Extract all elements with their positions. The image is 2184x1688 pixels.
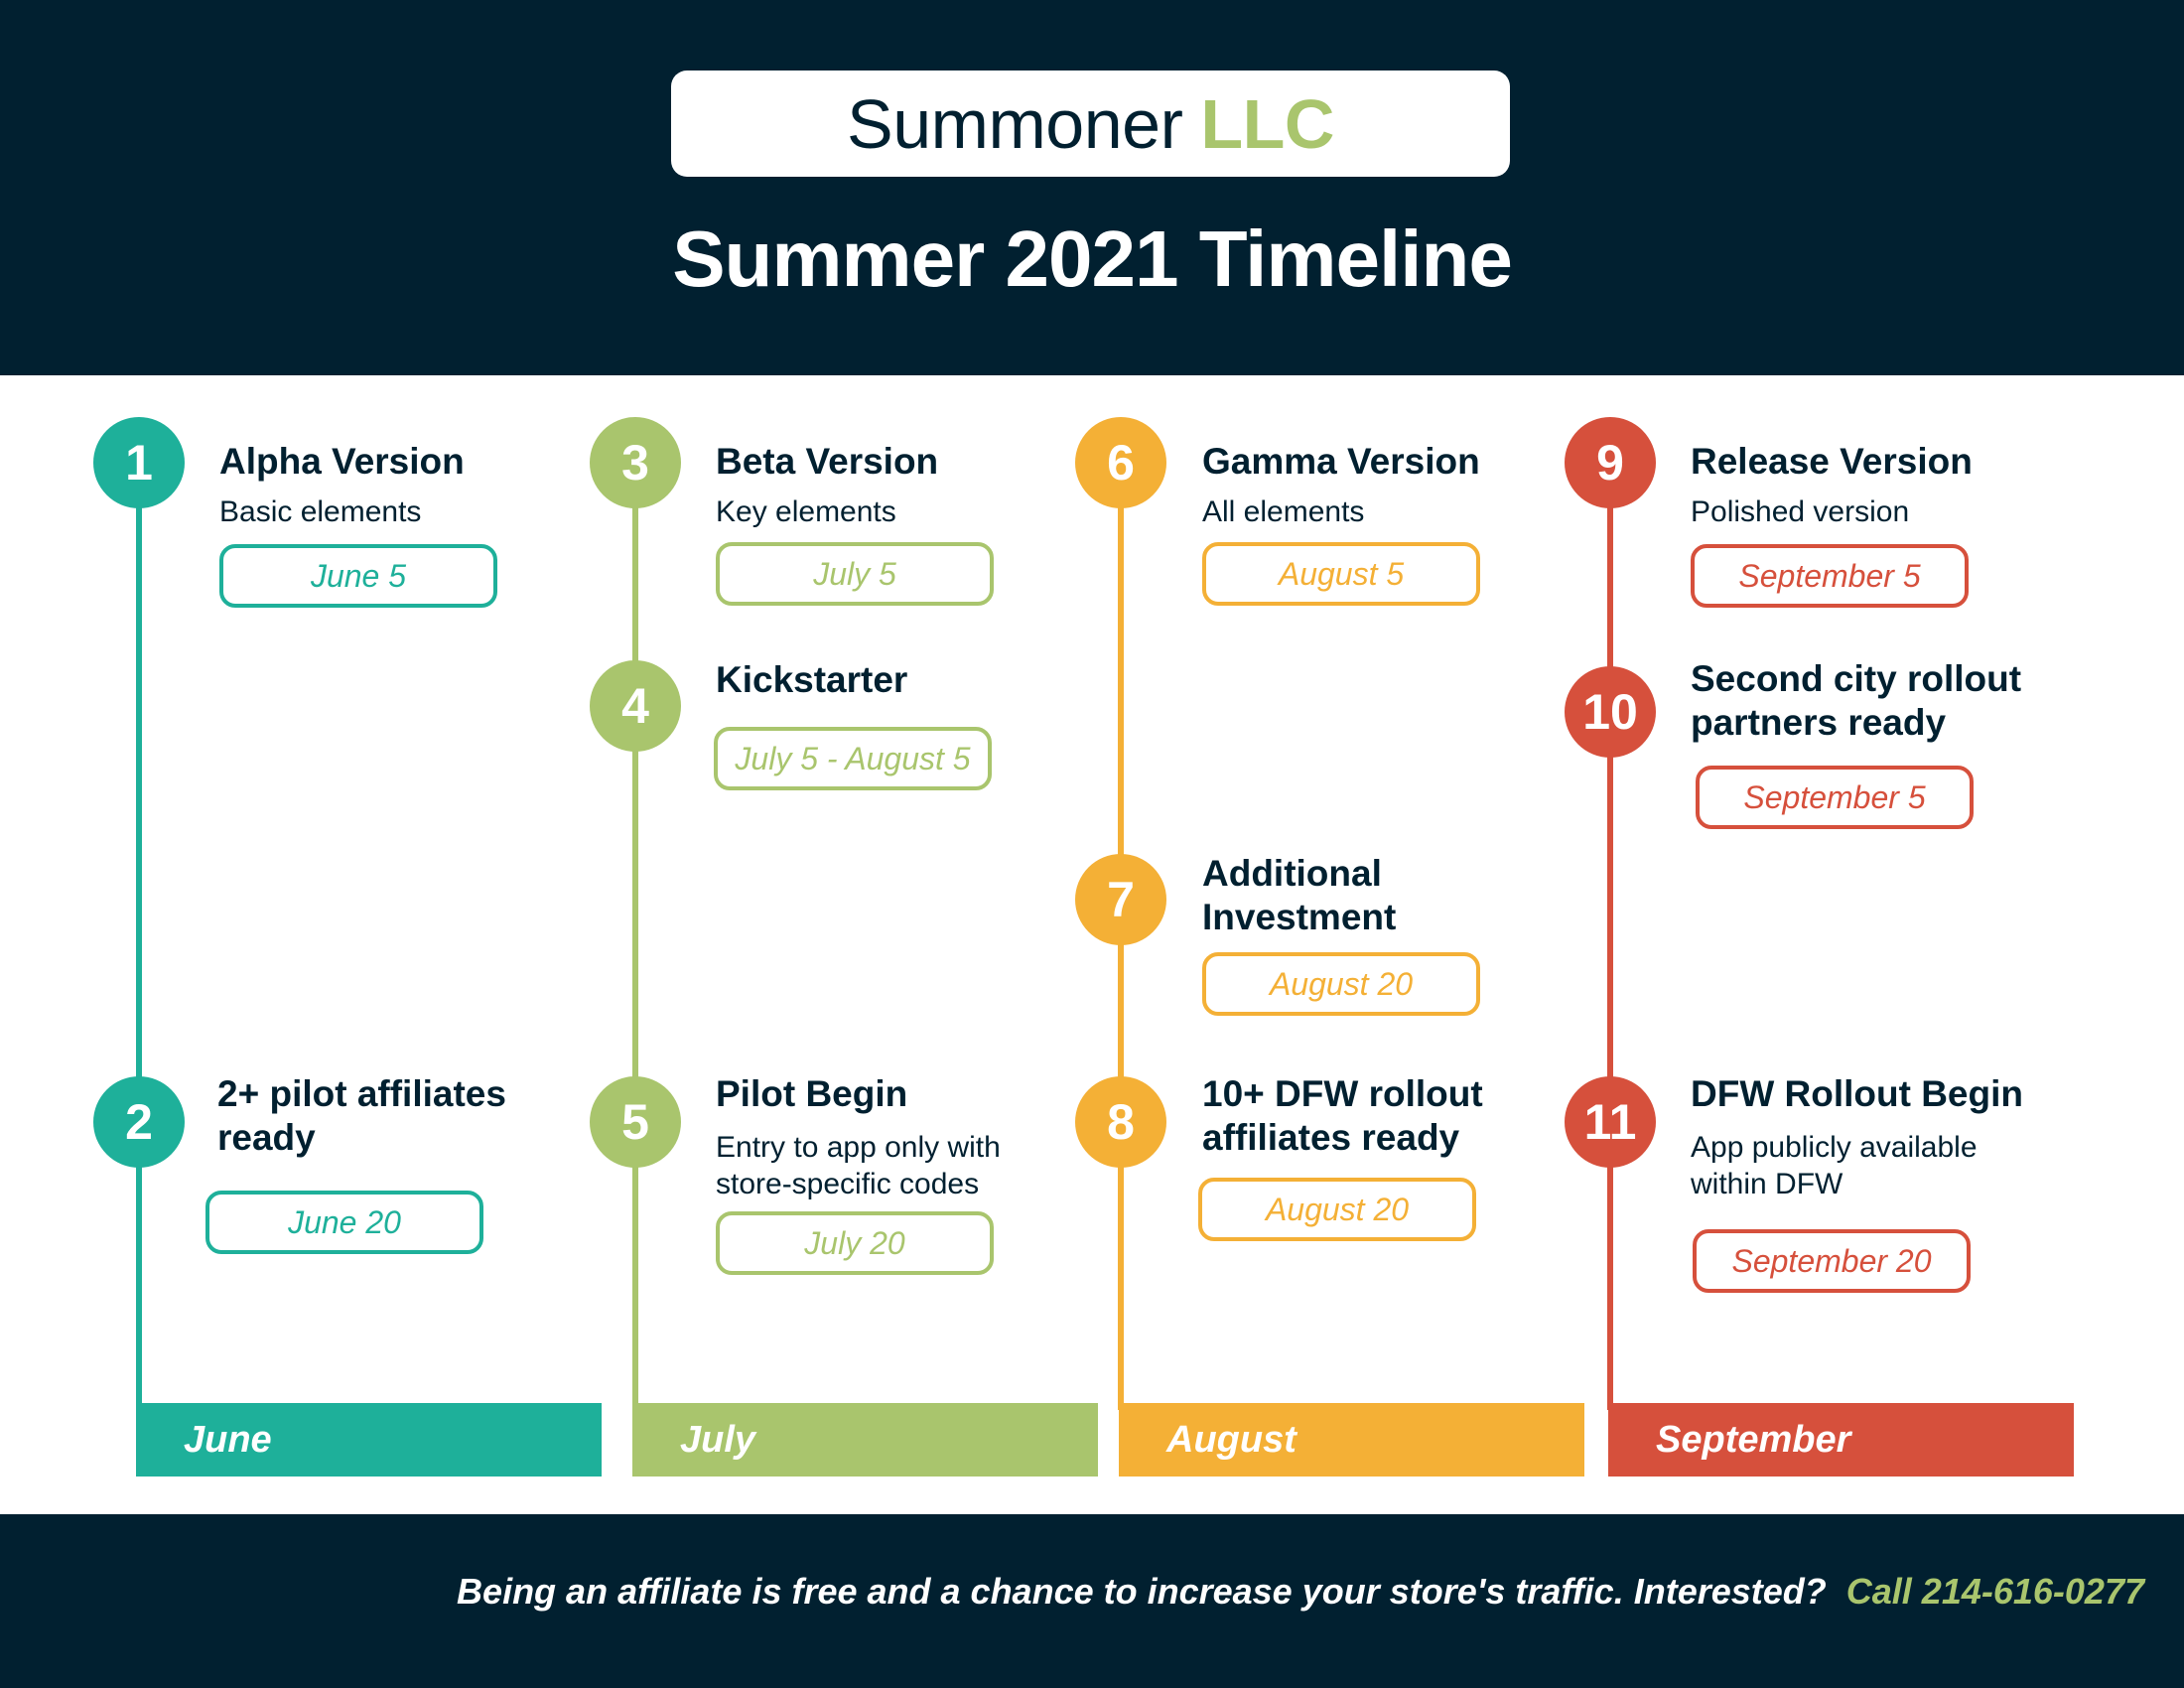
milestone-number-4: 4 (590, 660, 681, 752)
milestone-title-11: DFW Rollout Begin (1691, 1073, 2023, 1114)
milestone-date-5: July 20 (716, 1211, 994, 1275)
milestone-number-1: 1 (93, 417, 185, 508)
milestone-number-6: 6 (1075, 417, 1166, 508)
milestone-date-9: September 5 (1691, 544, 1969, 608)
milestone-title-10: Second city rollout partners ready (1691, 658, 2022, 743)
logo-name: Summoner (847, 84, 1183, 163)
milestone-title-4: Kickstarter (716, 659, 908, 700)
milestone-desc-11: App publicly available within DFW (1691, 1131, 1978, 1200)
milestone-title-3: Beta Version (716, 441, 939, 482)
footer-text: Being an affiliate is free and a chance … (457, 1571, 1827, 1612)
milestone-desc-6: All elements (1202, 495, 1365, 528)
milestone-date-7: August 20 (1202, 952, 1480, 1016)
milestone-date-11: September 20 (1693, 1229, 1971, 1293)
footer-banner (0, 1514, 2184, 1688)
footer-message: Being an affiliate is free and a chance … (457, 1571, 2144, 1613)
timeline-line-july (632, 457, 638, 1410)
milestone-number-10: 10 (1565, 666, 1656, 758)
milestone-desc-9: Polished version (1691, 495, 1910, 528)
milestone-date-10: September 5 (1696, 766, 1974, 829)
logo-accent: LLC (1200, 84, 1334, 163)
milestone-title-7: Additional Investment (1202, 853, 1397, 937)
milestone-number-3: 3 (590, 417, 681, 508)
milestone-date-2: June 20 (205, 1191, 483, 1254)
milestone-title-9: Release Version (1691, 441, 1973, 482)
page-title: Summer 2021 Timeline (672, 214, 1513, 303)
milestone-desc-5: Entry to app only with store-specific co… (716, 1131, 1001, 1200)
milestone-title-2: 2+ pilot affiliates ready (217, 1073, 506, 1158)
month-bar-september: September (1608, 1403, 2074, 1477)
milestone-date-8: August 20 (1198, 1178, 1476, 1241)
footer-call-to-action: Call 214-616-0277 (1845, 1571, 2144, 1612)
timeline-line-june (136, 457, 142, 1410)
milestone-number-11: 11 (1565, 1076, 1656, 1168)
milestone-desc-1: Basic elements (219, 495, 422, 528)
milestone-date-6: August 5 (1202, 542, 1480, 606)
milestone-date-4: July 5 - August 5 (714, 727, 992, 790)
milestone-title-1: Alpha Version (219, 441, 465, 482)
milestone-number-2: 2 (93, 1076, 185, 1168)
milestone-title-5: Pilot Begin (716, 1073, 908, 1114)
month-bar-july: July (632, 1403, 1098, 1477)
month-bar-june: June (136, 1403, 602, 1477)
company-logo: Summoner LLC (671, 70, 1510, 177)
milestone-number-8: 8 (1075, 1076, 1166, 1168)
milestone-date-3: July 5 (716, 542, 994, 606)
milestone-title-8: 10+ DFW rollout affiliates ready (1202, 1073, 1483, 1158)
milestone-title-6: Gamma Version (1202, 441, 1480, 482)
milestone-desc-3: Key elements (716, 495, 896, 528)
month-bar-august: August (1119, 1403, 1584, 1477)
timeline-line-september (1607, 457, 1613, 1410)
milestone-number-9: 9 (1565, 417, 1656, 508)
header-banner (0, 0, 2184, 375)
milestone-number-7: 7 (1075, 854, 1166, 945)
milestone-date-1: June 5 (219, 544, 497, 608)
milestone-number-5: 5 (590, 1076, 681, 1168)
